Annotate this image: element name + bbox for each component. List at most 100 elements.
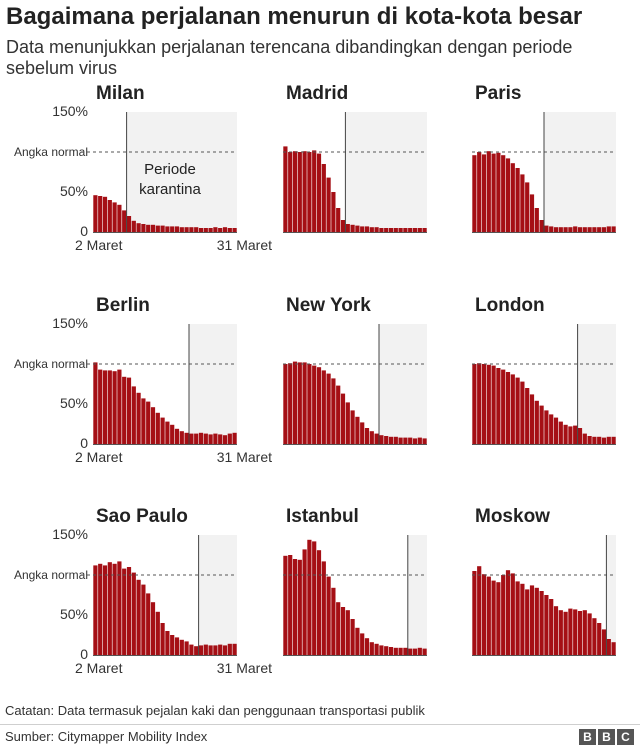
bar: [150, 407, 156, 444]
bar: [491, 153, 496, 232]
bar: [198, 645, 204, 655]
bar: [477, 566, 482, 655]
bar: [611, 642, 616, 655]
bar: [302, 362, 307, 444]
city-title: Istanbul: [286, 506, 359, 527]
bar: [326, 373, 331, 444]
bar: [384, 228, 389, 232]
bar: [369, 431, 374, 444]
bar: [472, 571, 477, 655]
bar: [398, 647, 403, 655]
bar: [292, 559, 298, 655]
bar: [117, 204, 122, 232]
bar: [122, 568, 127, 655]
bar: [170, 424, 175, 444]
bar: [160, 225, 165, 232]
bar: [302, 549, 307, 655]
bar: [592, 618, 597, 655]
bar: [520, 381, 525, 444]
bar: [597, 623, 602, 655]
bar: [577, 428, 583, 444]
bar: [213, 227, 218, 232]
bar: [222, 227, 228, 232]
bar: [312, 365, 317, 444]
bar: [126, 216, 132, 232]
bar: [316, 153, 322, 232]
bar: [360, 633, 365, 655]
bbc-logo: B B C: [579, 729, 634, 745]
bar: [577, 227, 583, 232]
bbc-logo-letter: B: [579, 729, 596, 745]
bar: [374, 433, 379, 444]
bar: [283, 146, 288, 232]
annotation-text: karantina: [139, 181, 201, 198]
small-multiples-chart: 150% Angka normal 50% 0 Milan 2 Maret 31 Maret…: [14, 83, 616, 676]
bar: [307, 364, 312, 444]
bar: [384, 436, 389, 444]
bar: [573, 425, 578, 444]
bar: [393, 228, 398, 232]
bar: [218, 228, 223, 232]
bar: [403, 647, 408, 655]
bar: [112, 202, 117, 232]
city-title: New York: [286, 295, 371, 316]
bar: [587, 613, 592, 655]
bar: [102, 565, 108, 655]
y-tick-label: 50%: [60, 183, 88, 199]
bbc-logo-letter: B: [598, 729, 615, 745]
bar: [131, 572, 136, 655]
bar: [126, 567, 132, 655]
bar: [568, 227, 573, 232]
y-tick-label: 0: [80, 223, 88, 239]
bar: [184, 641, 189, 655]
bar: [117, 561, 122, 655]
bar: [189, 227, 194, 232]
bar: [174, 226, 180, 232]
bar: [297, 559, 302, 655]
bar: [232, 228, 237, 232]
bar: [141, 584, 146, 655]
bar: [534, 400, 539, 444]
bar: [312, 150, 317, 232]
bar: [218, 434, 223, 444]
y-tick-label: Angka normal: [14, 357, 88, 371]
y-tick-label: Angka normal: [14, 568, 88, 582]
bar: [374, 227, 379, 232]
bar: [525, 388, 530, 444]
bar: [117, 369, 122, 444]
bar: [384, 646, 389, 655]
bar: [393, 647, 398, 655]
bar: [520, 583, 525, 655]
bar: [107, 562, 112, 655]
bar: [544, 595, 549, 655]
bar: [208, 228, 213, 232]
bar: [203, 228, 208, 232]
bar: [150, 602, 156, 655]
bar: [398, 228, 403, 232]
bar: [606, 226, 611, 232]
bar: [331, 378, 336, 444]
x-tick-label: 2 Maret: [75, 660, 123, 676]
bar: [515, 168, 520, 232]
bar: [486, 364, 491, 444]
bar: [146, 224, 151, 232]
bar: [155, 412, 160, 444]
bar: [486, 151, 491, 232]
lockdown-shade: [577, 324, 616, 444]
bar: [374, 643, 379, 655]
bar: [417, 228, 422, 232]
bar: [501, 155, 506, 232]
bar: [601, 437, 607, 444]
bar: [472, 155, 477, 232]
bar: [529, 585, 535, 655]
bar: [198, 432, 204, 444]
bar: [505, 570, 511, 655]
y-tick-label: 150%: [52, 315, 88, 331]
bar: [582, 433, 587, 444]
city-title: Berlin: [96, 295, 150, 316]
bar: [321, 370, 326, 444]
bar: [481, 154, 487, 232]
bar: [292, 361, 298, 444]
bar: [136, 579, 141, 655]
bar: [194, 646, 199, 655]
